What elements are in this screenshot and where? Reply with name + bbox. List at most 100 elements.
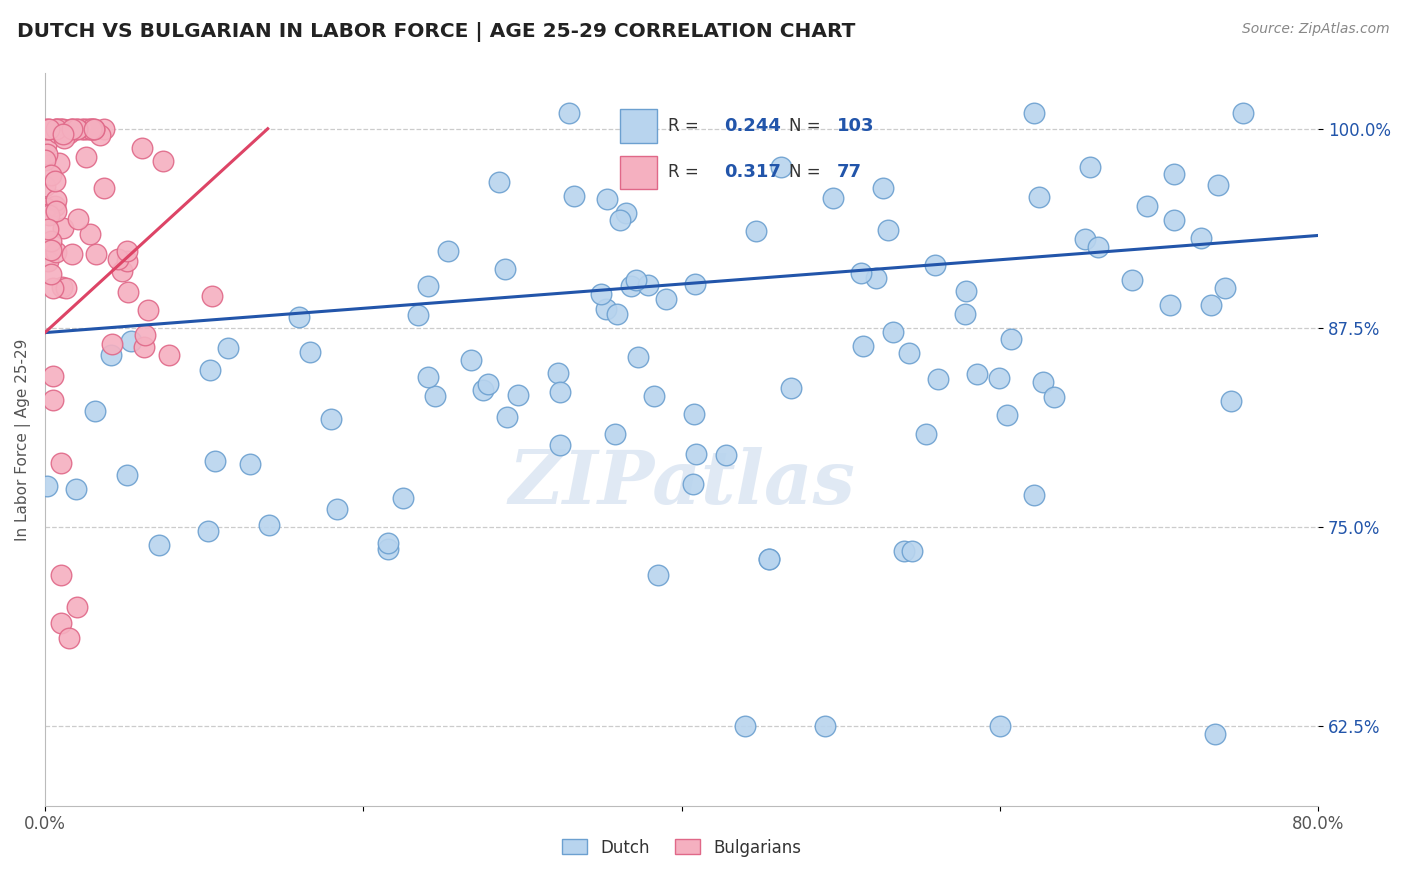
- Point: [595, 302, 617, 317]
- Point: [59, 121, 82, 136]
- Point: [683, 277, 706, 291]
- Bar: [620, 155, 657, 189]
- Point: [548, 384, 571, 399]
- Point: [1074, 232, 1097, 246]
- Point: [995, 408, 1018, 422]
- Point: [66, 599, 89, 614]
- Point: [79, 121, 101, 136]
- Point: [46, 126, 69, 140]
- Point: [1189, 231, 1212, 245]
- Point: [45, 193, 67, 207]
- Point: [79, 227, 101, 241]
- Point: [769, 161, 792, 175]
- Point: [1000, 332, 1022, 346]
- Point: [1135, 199, 1157, 213]
- Point: [49, 567, 72, 582]
- Point: [55, 281, 77, 295]
- Point: [37, 207, 59, 221]
- Point: [239, 458, 262, 472]
- Point: [62, 121, 84, 136]
- Point: [914, 427, 936, 442]
- Point: [84, 246, 107, 260]
- Point: [45, 203, 67, 218]
- Point: [682, 476, 704, 491]
- Point: [38, 208, 60, 222]
- Point: [288, 310, 311, 325]
- Point: [76, 121, 98, 136]
- Point: [152, 153, 174, 168]
- Point: [620, 279, 643, 293]
- Point: [200, 362, 222, 376]
- Point: [44, 199, 66, 213]
- Point: [39, 168, 62, 182]
- Point: [606, 307, 628, 321]
- Point: [1121, 273, 1143, 287]
- Point: [1163, 167, 1185, 181]
- Point: [93, 181, 115, 195]
- Point: [89, 128, 111, 142]
- Point: [872, 181, 894, 195]
- Point: [966, 368, 988, 382]
- Point: [138, 303, 160, 318]
- Point: [45, 121, 67, 136]
- Point: [877, 223, 900, 237]
- Point: [624, 273, 647, 287]
- Text: ZIPatlas: ZIPatlas: [508, 447, 855, 519]
- Point: [37, 121, 59, 136]
- Point: [107, 252, 129, 267]
- Point: [93, 121, 115, 136]
- Point: [488, 175, 510, 189]
- Point: [1206, 178, 1229, 192]
- Point: [58, 126, 80, 140]
- Point: [436, 244, 458, 258]
- Point: [52, 131, 75, 145]
- Point: [1032, 375, 1054, 389]
- Point: [460, 353, 482, 368]
- Point: [134, 328, 156, 343]
- Point: [423, 389, 446, 403]
- Point: [472, 383, 495, 397]
- Point: [42, 281, 65, 295]
- Point: [1022, 487, 1045, 501]
- Text: DUTCH VS BULGARIAN IN LABOR FORCE | AGE 25-29 CORRELATION CHART: DUTCH VS BULGARIAN IN LABOR FORCE | AGE …: [17, 22, 855, 42]
- Point: [1043, 390, 1066, 404]
- Point: [52, 221, 75, 235]
- Point: [66, 121, 89, 136]
- Point: [418, 279, 440, 293]
- Point: [197, 524, 219, 538]
- Point: [204, 454, 226, 468]
- Y-axis label: In Labor Force | Age 25-29: In Labor Force | Age 25-29: [15, 338, 31, 541]
- Point: [34, 121, 56, 136]
- Point: [48, 156, 70, 170]
- Point: [953, 307, 976, 321]
- Point: [83, 121, 105, 136]
- Point: [377, 542, 399, 557]
- Point: [1078, 161, 1101, 175]
- Point: [120, 334, 142, 348]
- Point: [65, 121, 87, 136]
- Text: N =: N =: [789, 118, 820, 136]
- Point: [134, 340, 156, 354]
- Point: [298, 345, 321, 359]
- Point: [596, 193, 619, 207]
- Point: [1028, 190, 1050, 204]
- Point: [58, 632, 80, 646]
- Point: [201, 289, 224, 303]
- Point: [49, 615, 72, 630]
- Point: [603, 426, 626, 441]
- Point: [1087, 239, 1109, 253]
- Point: [758, 551, 780, 566]
- Point: [901, 544, 924, 558]
- Point: [418, 369, 440, 384]
- Point: [745, 224, 768, 238]
- Point: [955, 285, 977, 299]
- Point: [217, 341, 239, 355]
- Point: [45, 244, 67, 259]
- Point: [73, 121, 96, 136]
- Point: [257, 517, 280, 532]
- Point: [477, 377, 499, 392]
- Point: [406, 308, 429, 322]
- Point: [51, 280, 73, 294]
- Point: [52, 128, 75, 142]
- Point: [927, 372, 949, 386]
